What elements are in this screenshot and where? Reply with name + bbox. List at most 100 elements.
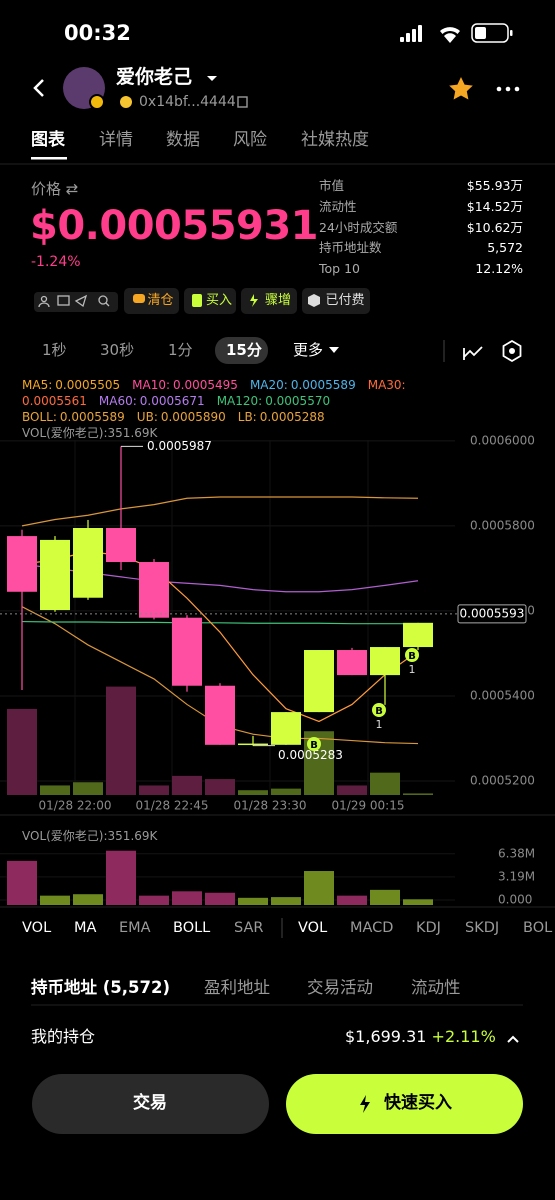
candle-body [106, 528, 136, 563]
stat-label: 持币地址数 [319, 240, 382, 256]
token-address[interactable]: 0x14bf...4444 [139, 94, 236, 110]
status-time: 00:32 [64, 21, 131, 45]
candle-body [205, 685, 235, 745]
tab[interactable]: 社媒热度 [301, 130, 369, 150]
holding-value: $1,699.31 +2.11% [345, 1029, 496, 1045]
buy-marker [307, 737, 321, 751]
volume-overlay [370, 772, 400, 795]
draw-tool-icon[interactable] [463, 346, 483, 360]
chain-badge [89, 94, 105, 110]
indicator-tab[interactable]: SAR [234, 920, 264, 936]
chip-text: 已付费 [325, 293, 365, 308]
price-change: -1.24% [31, 254, 81, 270]
buy-marker-count: 1 [409, 663, 416, 676]
legend-row: BOLL: 0.0005589 UB: 0.0005890 LB: 0.0005288 [22, 409, 418, 425]
indicator-tab[interactable]: BOLL [173, 920, 211, 936]
trade-label[interactable]: 交易 [133, 1093, 167, 1113]
indicator-tab[interactable]: VOL [22, 920, 52, 936]
volume-bar [205, 892, 235, 905]
volume-bar [370, 889, 400, 905]
volume-bar [7, 860, 37, 905]
volume-overlay [337, 785, 367, 795]
legend-name: LB: [237, 410, 257, 424]
indicator-tab[interactable]: VOL [298, 920, 328, 936]
volume-bar [139, 895, 169, 905]
chip[interactable]: 买入 [184, 288, 236, 314]
chip[interactable]: 已付费 [302, 288, 370, 314]
volume-bar [238, 897, 268, 905]
bottom-tab[interactable]: 交易活动 [307, 978, 373, 997]
candle-body [73, 528, 103, 598]
tab-underline [31, 157, 67, 160]
holding-amount: $1,699.31 [345, 1027, 427, 1046]
volume-overlay [271, 788, 301, 795]
chip[interactable]: 清仓 [124, 288, 179, 314]
price-label: 价格 ⇄ [31, 180, 79, 198]
copy-icon[interactable] [237, 96, 248, 108]
indicator-tab[interactable]: KDJ [416, 920, 441, 936]
indicator-tab[interactable]: EMA [119, 920, 151, 936]
last-price-label: 0.0005593 [460, 606, 525, 620]
volume-bar [337, 895, 367, 905]
candle-body [337, 650, 367, 676]
indicator-tab[interactable]: MA [74, 920, 97, 936]
stat-label: 24小时成交额 [319, 219, 398, 235]
bottom-tab[interactable]: 流动性 [411, 978, 461, 997]
tab[interactable]: 图表 [31, 130, 65, 150]
favorite-star[interactable] [449, 77, 473, 100]
back-button[interactable] [33, 79, 44, 97]
more-menu[interactable] [496, 86, 520, 92]
legend-vol: VOL(爱你老己):351.69K [22, 426, 158, 440]
price-label-text: 价格 [31, 180, 62, 198]
volume-overlay [40, 785, 70, 795]
volume-overlay [205, 779, 235, 795]
legend-name: MA20: [249, 378, 288, 392]
legend-value: 0.0005505 [55, 378, 121, 392]
stat-label: 市值 [319, 178, 345, 193]
legend-value: 0.0005671 [139, 394, 205, 408]
stat-value: 12.12% [475, 261, 523, 277]
stat-value: $55.93万 [466, 178, 523, 193]
quick-buy-label[interactable]: 快速买入 [384, 1093, 452, 1113]
buy-marker [372, 703, 386, 717]
vol-tick-label: 0.000 [498, 893, 532, 907]
interval-active[interactable]: 15分 [226, 341, 262, 359]
interval[interactable]: 更多 [293, 341, 324, 359]
y-tick-label: 0.0005200 [470, 773, 535, 787]
tab[interactable]: 详情 [99, 130, 133, 150]
legend-value: 0.0005589 [290, 378, 356, 392]
indicator-tab[interactable]: MACD [350, 920, 394, 936]
trade-button[interactable] [32, 1074, 269, 1134]
more-arrow[interactable] [329, 347, 339, 353]
chip[interactable]: 骤增 [241, 288, 297, 314]
interval[interactable]: 1秒 [42, 341, 67, 359]
y-tick-label: 0.0006000 [470, 433, 535, 447]
x-tick-label: 01/28 23:30 [234, 799, 307, 813]
indicator-tab[interactable]: BOL [523, 920, 553, 936]
volume-bar [172, 891, 202, 905]
tab[interactable]: 数据 [166, 130, 200, 150]
buy-marker-label: B [408, 651, 416, 662]
status-icons [400, 23, 513, 43]
stat-label: Top 10 [319, 261, 360, 277]
y-tick-label: 0.0005800 [470, 518, 535, 532]
indicator-tab[interactable]: SKDJ [465, 920, 500, 936]
stat-value: $10.62万 [466, 219, 523, 235]
bottom-tab[interactable]: 盈利地址 [204, 978, 270, 997]
quick-buy-button[interactable] [286, 1074, 523, 1134]
interval[interactable]: 30秒 [100, 341, 135, 359]
buy-marker-label: B [375, 706, 383, 717]
tool-icons [34, 292, 118, 312]
settings-icon[interactable] [502, 339, 522, 363]
volume-overlay [403, 793, 433, 795]
tab[interactable]: 风险 [233, 130, 267, 150]
volume-overlay [73, 782, 103, 795]
interval[interactable]: 1分 [168, 341, 193, 359]
collapse-arrow[interactable] [507, 1035, 519, 1043]
chip-text: 清仓 [147, 293, 174, 308]
dropdown-arrow[interactable] [207, 76, 217, 81]
bottom-tab[interactable]: 持币地址 (5,572) [31, 978, 171, 997]
legend-row: 0.0005561 MA60: 0.0005671 MA120: 0.0005570 [22, 393, 418, 409]
volume-bar [40, 895, 70, 905]
legend-name: MA120: [216, 394, 263, 408]
